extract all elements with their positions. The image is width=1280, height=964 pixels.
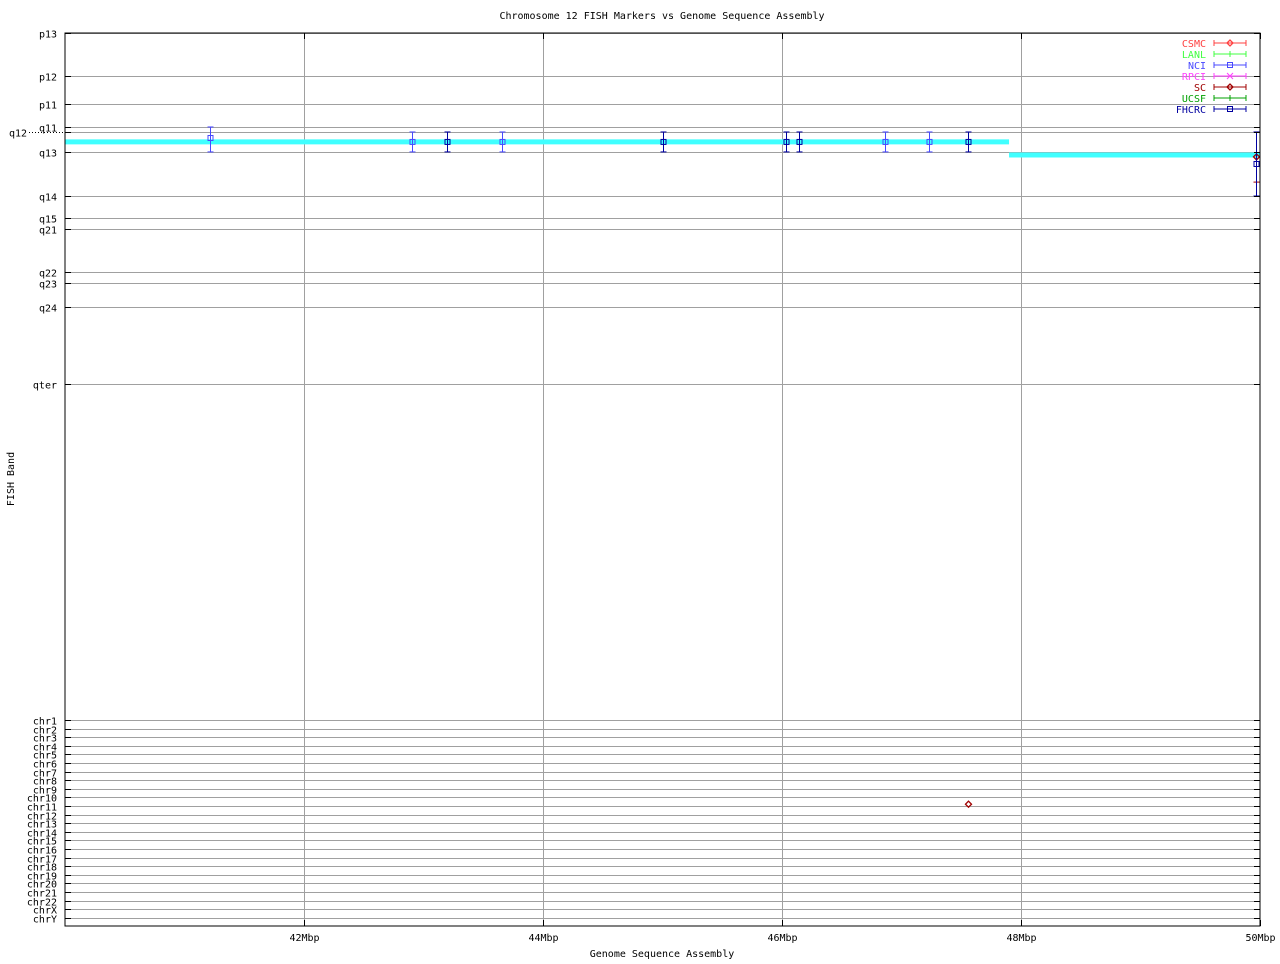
y-tick-label: chr18	[27, 863, 57, 874]
y-tick-label: qter	[33, 381, 57, 392]
data-marks	[207, 126, 1261, 809]
data-point-fhcrc	[444, 138, 451, 145]
data-point-nci	[409, 138, 416, 145]
legend-label: NCI	[1188, 61, 1206, 72]
y-tick-label: chr1	[33, 717, 57, 728]
legend-label: RPCI	[1182, 72, 1206, 83]
y-axis-label: FISH Band	[6, 452, 17, 506]
y-tick-label: chrY	[33, 915, 57, 926]
y-tick-label: chr11	[27, 803, 57, 814]
y-tick-label: chr4	[33, 743, 57, 754]
y-tick-label: chr19	[27, 872, 57, 883]
x-tick-label: 46Mbp	[767, 933, 797, 944]
data-point-nci	[499, 138, 506, 145]
data-point-fhcrc	[1253, 160, 1260, 167]
x-tick-label: 50Mbp	[1245, 933, 1275, 944]
y-tick-label: chr9	[33, 786, 57, 797]
legend-marker	[1226, 39, 1234, 47]
y-tick-label: p13	[39, 30, 57, 41]
y-tick-label: chr13	[27, 820, 57, 831]
legend-marker	[1227, 106, 1233, 112]
y-tick-label: chr12	[27, 812, 57, 823]
y-tick-label: chr17	[27, 855, 57, 866]
x-tick-label: 42Mbp	[289, 933, 319, 944]
y-tick-label: chr15	[27, 837, 57, 848]
y-tick-label: p12	[39, 73, 57, 84]
y-tick-label: q23	[39, 280, 57, 291]
y-tick-label: chr22	[27, 898, 57, 909]
y-tick-label: q13	[39, 149, 57, 160]
y-tick-label: p11	[39, 101, 57, 112]
y-tick-label: q24	[39, 304, 57, 315]
y-tick-label: chr10	[27, 794, 57, 805]
y-tick-label: chrX	[33, 906, 57, 917]
legend-marker	[1227, 62, 1233, 68]
legend-label: FHCRC	[1176, 105, 1206, 116]
y-tick-label: chr8	[33, 777, 57, 788]
legend-label: SC	[1194, 83, 1206, 94]
legend-marker	[1226, 72, 1234, 80]
y-tick-label: chr3	[33, 734, 57, 745]
x-axis-label: Genome Sequence Assembly	[590, 949, 735, 960]
x-tick-label: 44Mbp	[528, 933, 558, 944]
legend-label: LANL	[1182, 50, 1206, 61]
y-tick-label: chr14	[27, 829, 57, 840]
data-point-fhcrc	[783, 138, 790, 145]
y-tick-label: chr7	[33, 769, 57, 780]
y-tick-label: q22	[39, 269, 57, 280]
y-tick-label: q15	[39, 215, 57, 226]
legend-label: UCSF	[1182, 94, 1206, 105]
x-tick-label: 48Mbp	[1006, 933, 1036, 944]
y-tick-label: q11	[39, 124, 57, 135]
gridlines	[65, 33, 1260, 926]
data-point-nci	[882, 138, 889, 145]
y-tick-label: chr2	[33, 726, 57, 737]
y-tick-label: chr5	[33, 751, 57, 762]
y-tick-label: q12	[9, 129, 27, 140]
legend-marker	[1226, 83, 1234, 91]
y-tick-label: q14	[39, 193, 57, 204]
legend-label: CSMC	[1182, 39, 1206, 50]
plot-frame	[64, 32, 1261, 927]
data-point-nci	[926, 138, 933, 145]
y-tick-label: chr20	[27, 880, 57, 891]
y-tick-label: chr6	[33, 760, 57, 771]
data-point-fhcrc	[965, 138, 972, 145]
y-tick-label: chr16	[27, 846, 57, 857]
data-point-nci	[207, 134, 214, 141]
data-point-fhcrc	[796, 138, 803, 145]
data-point-sc	[964, 800, 973, 809]
chart-title: Chromosome 12 FISH Markers vs Genome Seq…	[499, 11, 824, 22]
assembly-line	[65, 139, 1260, 158]
data-point-fhcrc	[660, 138, 667, 145]
y-tick-label: chr21	[27, 889, 57, 900]
y-tick-label: q21	[39, 226, 57, 237]
